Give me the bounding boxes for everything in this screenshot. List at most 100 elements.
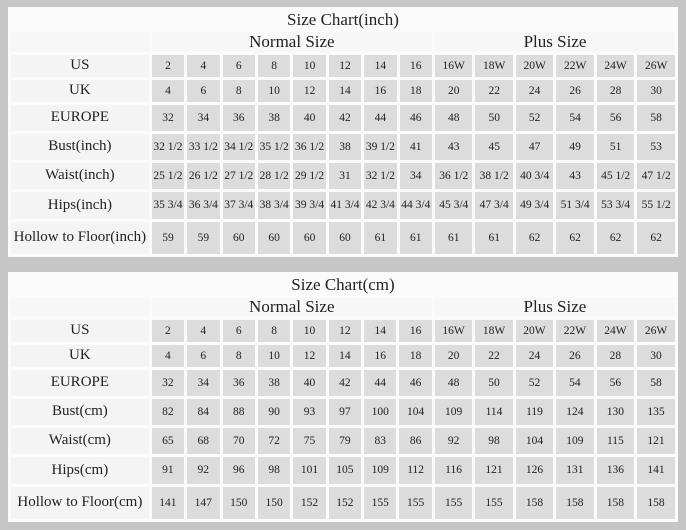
table-title: Size Chart(cm): [11, 275, 675, 294]
size-value-cell: 115: [596, 428, 635, 454]
row-label: EUROPE: [11, 370, 149, 396]
size-value-cell: 44 3/4: [399, 192, 432, 219]
size-value-cell: 84: [187, 399, 220, 425]
size-value-cell: 16: [399, 55, 432, 77]
size-value-cell: 39 3/4: [293, 192, 326, 219]
size-value-cell: 4: [187, 55, 220, 77]
size-value-cell: 116: [434, 457, 473, 484]
size-value-cell: 38: [257, 370, 291, 396]
size-value-cell: 59: [151, 222, 185, 254]
size-value-cell: 93: [293, 399, 326, 425]
size-value-cell: 14: [364, 320, 397, 342]
size-value-cell: 12: [328, 55, 362, 77]
size-value-cell: 150: [222, 487, 255, 519]
size-value-cell: 36: [222, 105, 255, 131]
size-value-cell: 96: [222, 457, 255, 484]
size-value-cell: 105: [328, 457, 362, 484]
size-value-cell: 40: [293, 370, 326, 396]
size-value-cell: 62: [596, 222, 635, 254]
size-value-cell: 49: [556, 134, 594, 160]
size-value-cell: 54: [556, 105, 594, 131]
size-value-cell: 61: [475, 222, 513, 254]
table-title-row: Size Chart(inch): [11, 10, 675, 29]
size-value-cell: 10: [257, 345, 291, 367]
size-value-cell: 2: [151, 320, 185, 342]
size-value-cell: 38: [257, 105, 291, 131]
size-value-cell: 61: [435, 222, 473, 254]
table-row: Bust(cm) 82 84 88 90 93 97 100 104 109 114 119 124 13…: [11, 399, 675, 425]
size-value-cell: 158: [515, 487, 554, 519]
size-value-cell: 24W: [596, 320, 635, 342]
size-value-cell: 98: [257, 457, 291, 484]
size-value-cell: 30: [637, 345, 675, 367]
size-value-cell: 28 1/2: [257, 163, 291, 189]
size-value-cell: 41: [399, 134, 432, 160]
size-value-cell: 4: [151, 345, 185, 367]
size-value-cell: 47: [515, 134, 554, 160]
size-value-cell: 47 1/2: [637, 163, 675, 189]
size-value-cell: 16W: [435, 55, 473, 77]
size-value-cell: 31: [328, 163, 362, 189]
size-value-cell: 22W: [556, 55, 594, 77]
size-value-cell: 41 3/4: [328, 192, 362, 219]
size-value-cell: 46: [399, 105, 432, 131]
size-value-cell: 18W: [475, 320, 513, 342]
size-value-cell: 8: [222, 345, 255, 367]
size-value-cell: 152: [328, 487, 362, 519]
size-value-cell: 121: [637, 428, 675, 454]
size-value-cell: 4: [151, 80, 185, 102]
size-value-cell: 68: [187, 428, 220, 454]
size-value-cell: 98: [475, 428, 513, 454]
size-value-cell: 62: [515, 222, 554, 254]
size-value-cell: 16: [364, 80, 397, 102]
size-value-cell: 44: [364, 105, 397, 131]
size-value-cell: 109: [434, 399, 473, 425]
size-value-cell: 38 1/2: [475, 163, 513, 189]
size-value-cell: 119: [515, 399, 554, 425]
size-value-cell: 20: [435, 80, 473, 102]
table-row: Hollow to Floor(inch) 59 59 60 60 60 60 61 61 61 6…: [11, 222, 675, 254]
size-value-cell: 100: [364, 399, 397, 425]
size-value-cell: 45 1/2: [596, 163, 635, 189]
group-header-normal-size: Normal Size: [151, 32, 432, 52]
size-value-cell: 34: [399, 163, 432, 189]
size-value-cell: 6: [187, 345, 220, 367]
size-value-cell: 54: [556, 370, 594, 396]
size-value-cell: 53: [637, 134, 675, 160]
size-value-cell: 36: [222, 370, 255, 396]
size-value-cell: 34: [187, 105, 220, 131]
group-header-row: Normal Size Plus Size: [11, 297, 675, 317]
row-label: Waist(inch): [11, 163, 149, 189]
size-value-cell: 62: [637, 222, 675, 254]
size-value-cell: 26: [556, 80, 594, 102]
size-value-cell: 155: [364, 487, 397, 519]
size-value-cell: 34 1/2: [222, 134, 255, 160]
size-value-cell: 26W: [637, 320, 675, 342]
size-value-cell: 104: [515, 428, 554, 454]
size-value-cell: 25 1/2: [151, 163, 185, 189]
size-value-cell: 10: [257, 80, 291, 102]
row-label: Waist(cm): [11, 428, 149, 454]
size-value-cell: 141: [151, 487, 185, 519]
row-label: Bust(inch): [11, 134, 149, 160]
size-value-cell: 12: [328, 320, 362, 342]
size-value-cell: 32: [151, 105, 185, 131]
group-header-plus-size: Plus Size: [434, 297, 675, 317]
size-value-cell: 28: [596, 345, 635, 367]
size-value-cell: 6: [222, 320, 255, 342]
size-value-cell: 27 1/2: [222, 163, 255, 189]
size-value-cell: 91: [151, 457, 185, 484]
size-value-cell: 37 3/4: [222, 192, 255, 219]
size-value-cell: 104: [399, 399, 432, 425]
size-value-cell: 131: [556, 457, 594, 484]
size-value-cell: 114: [475, 399, 513, 425]
size-value-cell: 26: [556, 345, 594, 367]
size-value-cell: 22: [475, 345, 513, 367]
row-label: Bust(cm): [11, 399, 149, 425]
table-row: Hips(inch) 35 3/4 36 3/4 37 3/4 38 3/4 39 3/4…: [11, 192, 675, 219]
size-value-cell: 36 3/4: [187, 192, 220, 219]
row-label: Hips(inch): [11, 192, 149, 219]
size-value-cell: 60: [222, 222, 255, 254]
size-value-cell: 158: [637, 487, 675, 519]
corner-cell: [11, 297, 149, 317]
